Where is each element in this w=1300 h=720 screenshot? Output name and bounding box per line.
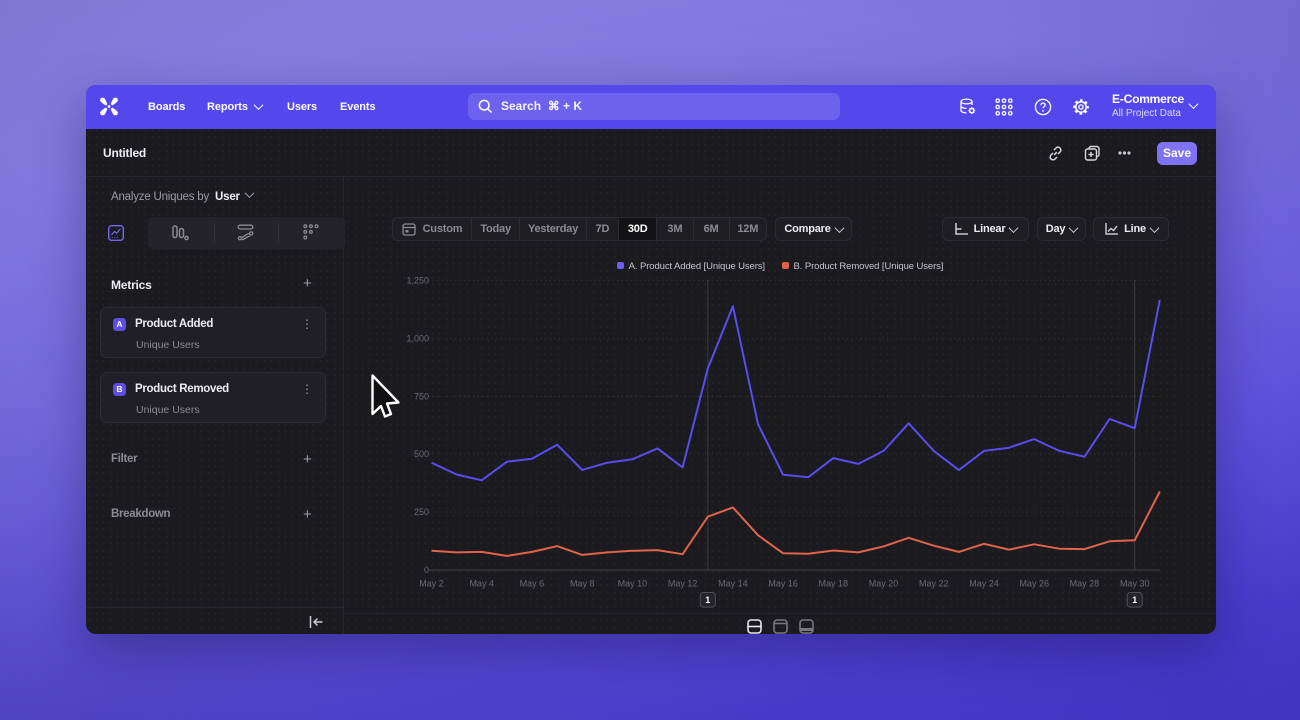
svg-text:May 20: May 20 — [869, 579, 899, 589]
svg-text:May 28: May 28 — [1070, 579, 1100, 589]
svg-text:May 2: May 2 — [419, 579, 444, 589]
svg-text:May 10: May 10 — [618, 579, 648, 589]
svg-text:1,000: 1,000 — [406, 333, 429, 343]
svg-text:May 6: May 6 — [520, 579, 545, 589]
svg-text:250: 250 — [414, 507, 429, 517]
svg-text:May 14: May 14 — [718, 579, 748, 589]
svg-text:May 4: May 4 — [469, 579, 494, 589]
svg-text:500: 500 — [414, 449, 429, 459]
svg-text:May 22: May 22 — [919, 579, 949, 589]
svg-text:0: 0 — [424, 565, 429, 575]
svg-text:May 16: May 16 — [768, 579, 798, 589]
svg-text:May 18: May 18 — [819, 579, 849, 589]
svg-text:1: 1 — [705, 595, 710, 605]
svg-text:May 12: May 12 — [668, 579, 698, 589]
svg-text:May 30: May 30 — [1120, 579, 1150, 589]
svg-text:May 8: May 8 — [570, 579, 595, 589]
svg-text:1: 1 — [1132, 595, 1137, 605]
svg-text:1,250: 1,250 — [406, 275, 429, 285]
svg-text:May 26: May 26 — [1019, 579, 1049, 589]
svg-text:May 24: May 24 — [969, 579, 999, 589]
svg-text:750: 750 — [414, 391, 429, 401]
